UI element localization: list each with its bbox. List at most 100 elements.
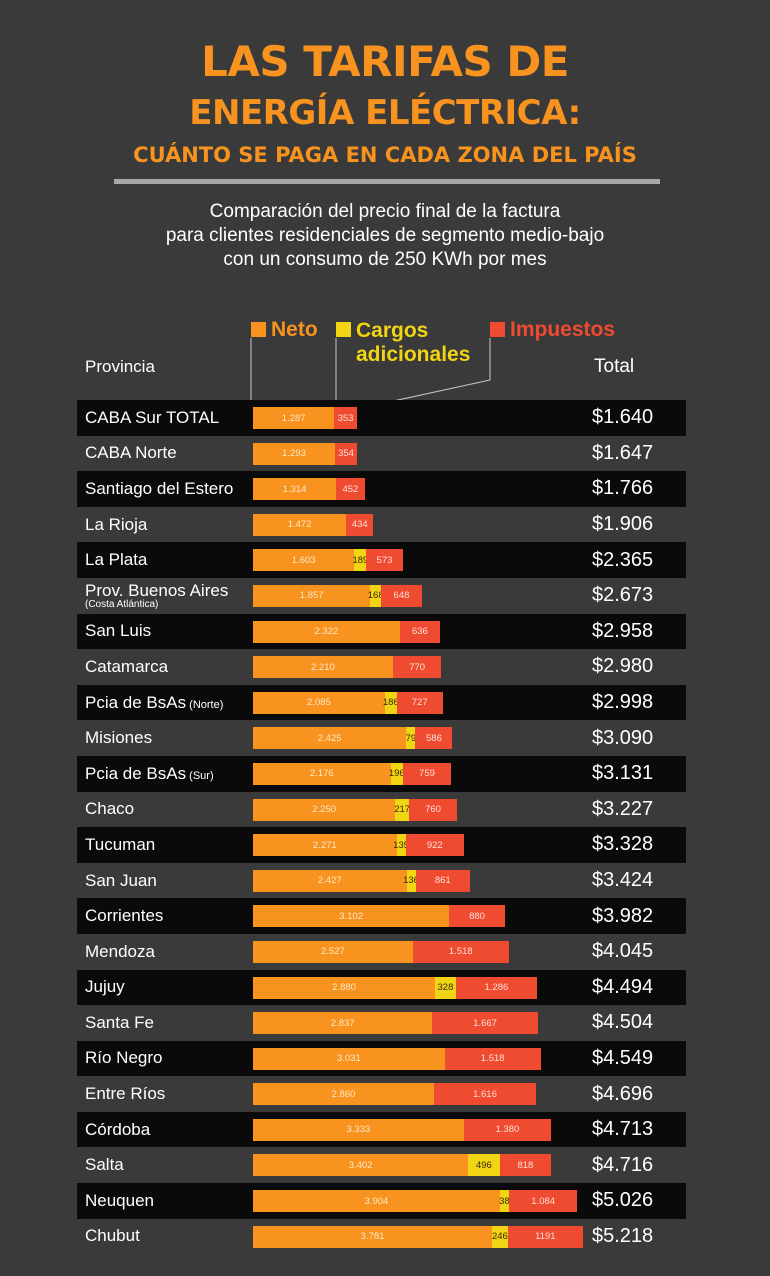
province-name: Córdoba xyxy=(85,1119,151,1139)
total-value: $2.958 xyxy=(592,619,654,642)
total-value: $4.549 xyxy=(592,1046,654,1069)
data-label: 3.402 xyxy=(348,1159,373,1171)
data-label: 2.837 xyxy=(330,1017,355,1029)
bar-segment-impuestos: 636 xyxy=(399,620,440,643)
bar-segment-neto: 2.427 xyxy=(253,869,407,892)
bar-segment-cargos: 328 xyxy=(435,976,456,999)
bar-segment-neto: 3.102 xyxy=(253,905,450,928)
data-label: 2.210 xyxy=(311,661,335,673)
bar-segment-impuestos: 573 xyxy=(366,549,403,572)
table-row: San Luis 2.322 636 $2.958 xyxy=(77,613,686,650)
table-row: Catamarca 2.210 770 $2.980 xyxy=(77,649,686,685)
bar-segment-impuestos: 759 xyxy=(402,762,451,785)
province-name: Neuquen xyxy=(85,1190,155,1210)
data-label: 3.904 xyxy=(364,1195,389,1207)
stacked-bar: 3.102 880 xyxy=(253,905,505,928)
bar-segment-cargos: 246 xyxy=(492,1225,508,1248)
data-label: 760 xyxy=(425,804,441,816)
bar-segment-neto: 1.857 xyxy=(253,584,371,607)
total-value: $3.227 xyxy=(592,797,654,820)
bar-segment-cargos: 38 xyxy=(499,1190,510,1213)
data-label: 168 xyxy=(367,590,384,602)
stacked-bar: 1.603 189 573 xyxy=(253,549,403,572)
stacked-bar: 3.333 1.380 xyxy=(253,1118,552,1141)
bar-segment-cargos: 196 xyxy=(388,762,405,785)
bar-segment-impuestos: 586 xyxy=(415,727,453,750)
table-row: San Juan 2.427 136 861 $3.424 xyxy=(77,863,686,899)
bar-segment-neto: 3.781 xyxy=(253,1225,493,1248)
province-name: Pcia de BsAs (Norte) xyxy=(85,692,224,712)
data-label: 496 xyxy=(475,1159,492,1171)
data-label: 196 xyxy=(388,768,405,780)
stacked-bar: 2.527 1.518 xyxy=(253,940,509,963)
data-label: 328 xyxy=(437,982,454,993)
table-row: Entre Ríos 2.860 1.616 $4.696 xyxy=(77,1076,686,1112)
province-label: Entre Ríos xyxy=(85,1076,165,1112)
data-label: 1.518 xyxy=(480,1053,505,1065)
data-label: 1.293 xyxy=(282,448,306,460)
table-row: Córdoba 3.333 1.380 $4.713 xyxy=(77,1111,686,1148)
stacked-bar: 2.860 1.616 xyxy=(253,1083,537,1106)
table-row: Misiones 2.425 79 586 $3.090 xyxy=(77,720,686,756)
legend-neto-label: Neto xyxy=(271,318,318,341)
data-label: 1191 xyxy=(535,1231,556,1243)
data-label: 1.603 xyxy=(291,554,316,566)
table-row: Corrientes 3.102 880 $3.982 xyxy=(77,898,686,934)
province-name: San Juan xyxy=(85,870,157,890)
stacked-bar: 2.176 196 759 xyxy=(253,762,451,785)
bar-segment-impuestos: 1.616 xyxy=(433,1083,537,1106)
data-label: 759 xyxy=(419,768,435,780)
data-label: 2.427 xyxy=(317,875,342,887)
data-label: 3.102 xyxy=(339,910,363,922)
table-row: La Rioja 1.472 434 $1.906 xyxy=(77,507,686,543)
stacked-bar: 2.427 136 861 xyxy=(253,869,470,892)
bar-segment-impuestos: 1.667 xyxy=(432,1012,538,1035)
province-name: Salta xyxy=(85,1155,124,1175)
bar-segment-impuestos: 1191 xyxy=(507,1225,583,1248)
province-name: Santiago del Estero xyxy=(85,478,234,498)
bar-segment-impuestos: 1.286 xyxy=(455,976,538,999)
chart-rows: CABA Sur TOTAL 1.287 353 $1.640 CABA Norte 1.… xyxy=(77,400,686,1254)
data-label: 636 xyxy=(411,626,428,638)
total-value: $4.045 xyxy=(592,940,654,963)
province-label: Chubut xyxy=(85,1219,140,1255)
description-line-3: con un consumo de 250 KWh por mes xyxy=(223,249,547,270)
stacked-bar: 1.472 434 xyxy=(253,513,374,536)
data-label: 2.271 xyxy=(312,839,337,851)
data-label: 586 xyxy=(426,732,442,744)
chart-title-line-2: ENERGÍA ELÉCTRICA: xyxy=(189,93,581,133)
stacked-bar: 2.085 186 727 xyxy=(253,691,443,714)
province-label: Santiago del Estero xyxy=(85,471,233,507)
legend-cargos-text: Cargos adicionales xyxy=(356,319,471,366)
data-label: 434 xyxy=(351,519,368,531)
data-label: 818 xyxy=(517,1159,534,1171)
province-suffix: (Norte) xyxy=(186,698,224,711)
data-label: 1.314 xyxy=(282,483,307,495)
table-row: CABA Norte 1.293 354 $1.647 xyxy=(77,436,686,472)
province-label: San Luis xyxy=(85,614,151,650)
province-label: San Juan xyxy=(85,863,157,899)
table-row: Chaco 2.250 217 760 $3.227 xyxy=(77,792,686,828)
total-value: $4.713 xyxy=(592,1118,654,1141)
bar-segment-neto: 2.210 xyxy=(253,656,393,679)
province-label: Río Negro xyxy=(85,1041,162,1077)
stacked-bar: 1.857 168 648 xyxy=(253,584,422,607)
total-value: $2.673 xyxy=(592,584,654,607)
bar-segment-neto: 1.287 xyxy=(253,407,335,429)
data-label: 2.880 xyxy=(332,982,356,993)
province-name: Misiones xyxy=(85,728,153,748)
table-row: Jujuy 2.880 328 1.286 $4.494 xyxy=(77,969,686,1006)
province-name: Pcia de BsAs (Sur) xyxy=(85,763,214,783)
stacked-bar: 3.781 246 1191 xyxy=(253,1225,583,1248)
province-name: Corrientes xyxy=(85,906,164,926)
data-label: 3.031 xyxy=(336,1053,361,1065)
data-label: 452 xyxy=(342,483,359,495)
bar-segment-impuestos: 434 xyxy=(346,513,374,536)
data-label: 1.518 xyxy=(448,946,473,958)
chart-description: Comparación del precio final de la factu… xyxy=(0,200,770,272)
province-name: Mendoza xyxy=(85,941,155,961)
stacked-bar: 2.322 636 xyxy=(253,620,440,643)
bar-segment-impuestos: 818 xyxy=(499,1154,552,1177)
total-value: $3.982 xyxy=(592,904,654,927)
province-name: Entre Ríos xyxy=(85,1084,166,1104)
